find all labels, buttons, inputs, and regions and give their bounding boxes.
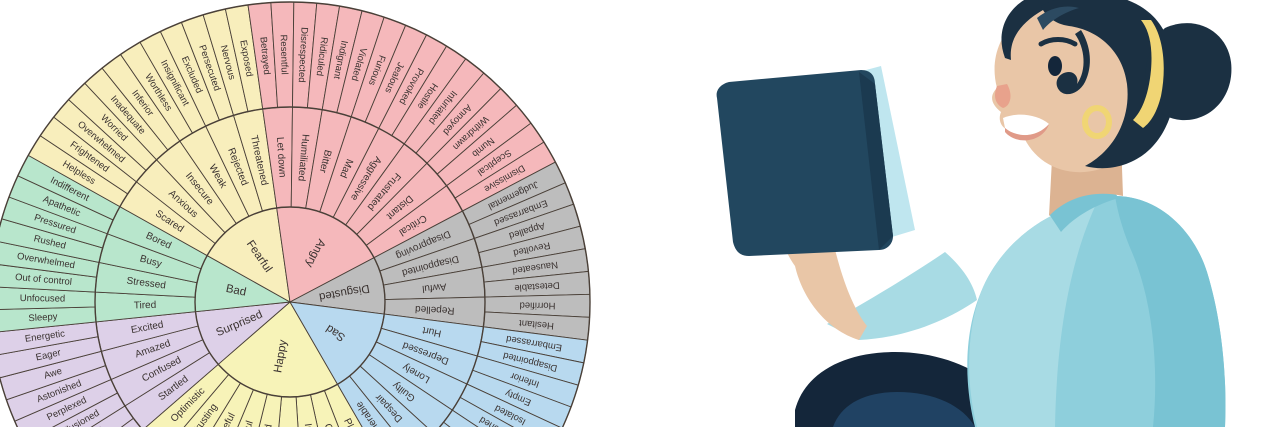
sweater-highlight-left	[969, 202, 1097, 427]
hair-tie	[1133, 20, 1164, 128]
secondary-label: Humiliated	[295, 134, 310, 182]
woman-reading-illustration	[716, 0, 1232, 427]
tertiary-label: Sleepy	[28, 311, 58, 324]
secondary-label: Tired	[134, 300, 157, 312]
secondary-label: Stressed	[126, 276, 167, 292]
tertiary-label: Resentful	[278, 34, 290, 74]
secondary-label: Content	[322, 422, 343, 427]
secondary-label: Let down	[274, 137, 288, 178]
sweater-sleeve	[827, 252, 977, 340]
illustration-panel	[645, 0, 1280, 427]
nose-blush	[995, 84, 1011, 108]
tertiary-label: Out of control	[15, 272, 73, 288]
tertiary-label: Ridiculed	[314, 36, 330, 76]
tertiary-label: Awe	[43, 366, 64, 382]
secondary-label: Powerful	[233, 419, 256, 427]
smiling-mouth	[1003, 114, 1049, 136]
secondary-label: Awful	[422, 281, 447, 294]
tertiary-label: Hesitant	[518, 317, 554, 331]
wheel-inner-rim	[194, 206, 386, 398]
hair-front	[1001, 0, 1161, 130]
hair-shine	[1037, 6, 1079, 30]
secondary-label: Accepted	[257, 424, 275, 427]
sweater-collar	[1049, 186, 1119, 232]
tertiary-label: Detestable	[514, 279, 560, 293]
secondary-label: Repelled	[415, 303, 455, 316]
emotion-wheel-graphic: ArousedCheekyPlayfulFreeJoyfulContentCur…	[0, 1, 591, 427]
book-cover	[716, 70, 893, 256]
hair-curl-sideburn	[1056, 30, 1090, 95]
tertiary-label: Disrespected	[296, 27, 310, 83]
secondary-label: Interested	[302, 423, 319, 427]
hair-bun	[1145, 23, 1232, 121]
wheel-outer-rim	[0, 1, 591, 427]
core-emotion-label: Bad	[225, 283, 247, 299]
book-spine-highlight	[859, 72, 893, 250]
wheel-middle-rim	[94, 106, 486, 427]
tertiary-label: Unfocused	[20, 293, 66, 305]
lower-lip	[1005, 124, 1049, 141]
secondary-label: Playful	[341, 417, 364, 427]
hoop-earring	[1082, 105, 1112, 139]
secondary-label: Hurt	[421, 324, 442, 339]
emotion-wheel-panel: ArousedCheekyPlayfulFreeJoyfulContentCur…	[0, 1, 591, 427]
tertiary-label: Betrayed	[257, 36, 272, 75]
tertiary-label: Horrified	[519, 299, 555, 310]
trousers-highlight	[833, 392, 975, 427]
eye	[1048, 56, 1062, 76]
core-emotion-label: Happy	[272, 339, 289, 374]
tertiary-label: Eager	[35, 347, 62, 363]
sweater-shadow-right	[1115, 196, 1226, 427]
eyebrow	[1038, 37, 1078, 47]
